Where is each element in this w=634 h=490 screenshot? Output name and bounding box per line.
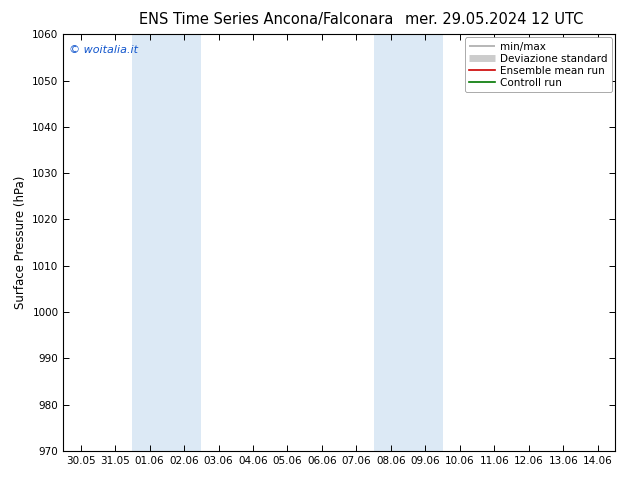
Text: © woitalia.it: © woitalia.it xyxy=(69,45,138,55)
Text: ENS Time Series Ancona/Falconara: ENS Time Series Ancona/Falconara xyxy=(139,12,394,27)
Bar xyxy=(133,34,202,451)
Bar xyxy=(373,34,443,451)
Y-axis label: Surface Pressure (hPa): Surface Pressure (hPa) xyxy=(14,176,27,309)
Text: mer. 29.05.2024 12 UTC: mer. 29.05.2024 12 UTC xyxy=(405,12,584,27)
Legend: min/max, Deviazione standard, Ensemble mean run, Controll run: min/max, Deviazione standard, Ensemble m… xyxy=(465,37,612,92)
